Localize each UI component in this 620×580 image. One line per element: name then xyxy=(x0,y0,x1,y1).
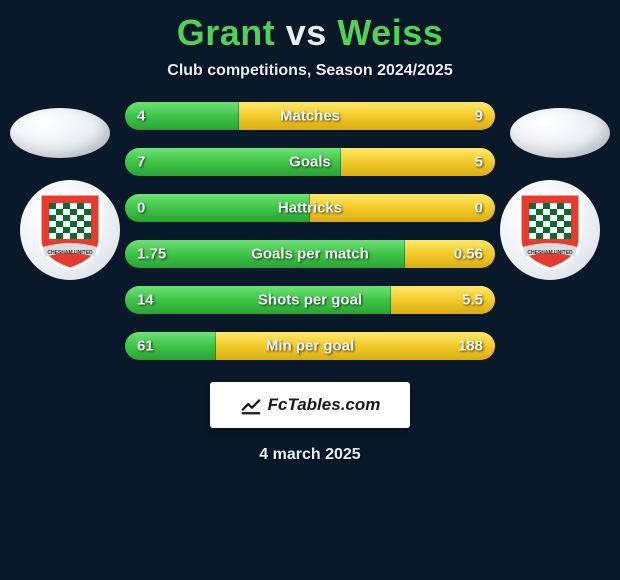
site-name: FcTables.com xyxy=(268,395,381,415)
player2-photo xyxy=(510,108,610,158)
player2-club-crest: CHESHAM UNITED xyxy=(500,180,600,280)
stat-right-value: 0.56 xyxy=(454,246,483,263)
shield-icon: CHESHAM UNITED xyxy=(35,189,105,271)
stat-bar-right-segment xyxy=(216,332,495,360)
stat-bar-right-segment xyxy=(341,148,495,176)
stat-bar: 4 9 Matches xyxy=(125,102,495,130)
stat-label: Matches xyxy=(280,108,340,125)
chart-icon xyxy=(240,394,262,416)
site-badge[interactable]: FcTables.com xyxy=(210,382,410,428)
vs-separator: vs xyxy=(286,12,327,53)
player1-photo xyxy=(10,108,110,158)
player1-name: Grant xyxy=(177,12,276,53)
stat-right-value: 188 xyxy=(458,338,483,355)
stat-left-value: 4 xyxy=(137,108,145,125)
stats-section: CHESHAM UNITED CHESHAM UNITED 4 9 Matches 7… xyxy=(0,102,620,360)
stat-left-value: 7 xyxy=(137,154,145,171)
comparison-title: Grant vs Weiss xyxy=(0,0,620,54)
stat-bar: 14 5.5 Shots per goal xyxy=(125,286,495,314)
stat-label: Shots per goal xyxy=(258,292,362,309)
player1-club-crest: CHESHAM UNITED xyxy=(20,180,120,280)
stat-right-value: 9 xyxy=(475,108,483,125)
stat-left-value: 61 xyxy=(137,338,154,355)
stat-bar: 1.75 0.56 Goals per match xyxy=(125,240,495,268)
subtitle: Club competitions, Season 2024/2025 xyxy=(0,62,620,80)
svg-text:CHESHAM UNITED: CHESHAM UNITED xyxy=(527,250,573,256)
stat-label: Goals xyxy=(289,154,331,171)
svg-text:CHESHAM UNITED: CHESHAM UNITED xyxy=(47,250,93,256)
stat-left-value: 14 xyxy=(137,292,154,309)
stat-bars-container: 4 9 Matches 7 5 Goals 0 0 Hattricks 1.75 0.56 Goals… xyxy=(125,102,495,360)
stat-bar: 0 0 Hattricks xyxy=(125,194,495,222)
stat-bar: 7 5 Goals xyxy=(125,148,495,176)
stat-label: Hattricks xyxy=(278,200,342,217)
stat-label: Min per goal xyxy=(266,338,354,355)
player2-name: Weiss xyxy=(337,12,443,53)
stat-right-value: 5 xyxy=(475,154,483,171)
stat-right-value: 5.5 xyxy=(462,292,483,309)
stat-right-value: 0 xyxy=(475,200,483,217)
stat-bar: 61 188 Min per goal xyxy=(125,332,495,360)
stat-left-value: 0 xyxy=(137,200,145,217)
stat-label: Goals per match xyxy=(251,246,369,263)
footer-date: 4 march 2025 xyxy=(0,446,620,464)
stat-bar-right-segment xyxy=(239,102,495,130)
shield-icon: CHESHAM UNITED xyxy=(515,189,585,271)
stat-left-value: 1.75 xyxy=(137,246,166,263)
